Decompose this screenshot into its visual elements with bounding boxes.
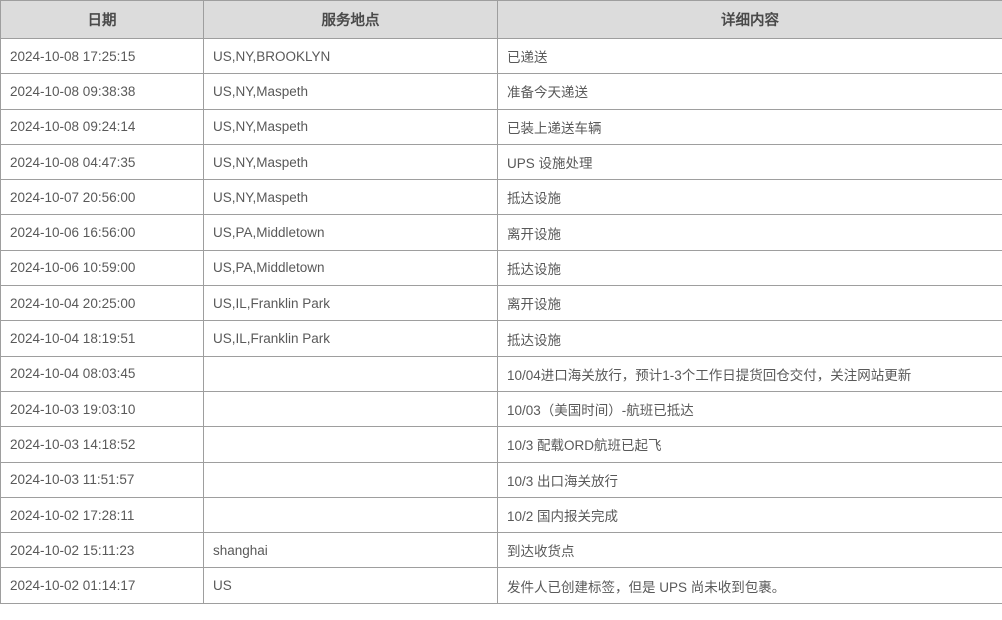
table-row: 2024-10-03 19:03:10 10/03（美国时间）-航班已抵达 [0, 390, 1002, 428]
cell-detail: 到达收货点 [497, 532, 1002, 569]
cell-location: US,PA,Middletown [203, 214, 498, 251]
tracking-table-body: 2024-10-08 17:25:15 US,NY,BROOKLYN 已递送 2024… [0, 37, 1002, 604]
cell-location [203, 496, 498, 534]
cell-detail: 10/03（美国时间）-航班已抵达 [497, 390, 1002, 428]
cell-detail: 10/3 配载ORD航班已起飞 [497, 426, 1002, 463]
cell-location: shanghai [203, 532, 498, 569]
cell-location: US,NY,BROOKLYN [203, 37, 498, 75]
cell-date: 2024-10-08 17:25:15 [0, 37, 204, 75]
cell-date: 2024-10-08 09:24:14 [0, 108, 204, 145]
table-row: 2024-10-08 17:25:15 US,NY,BROOKLYN 已递送 [0, 37, 1002, 75]
column-header-detail: 详细内容 [497, 0, 1002, 39]
cell-detail: 发件人已创建标签，但是 UPS 尚未收到包裹。 [497, 567, 1002, 604]
cell-detail: 10/04进口海关放行，预计1-3个工作日提货回仓交付，关注网站更新 [497, 355, 1002, 392]
cell-detail: 10/2 国内报关完成 [497, 496, 1002, 534]
cell-date: 2024-10-02 15:11:23 [0, 532, 204, 569]
column-header-date: 日期 [0, 0, 204, 39]
table-row: 2024-10-02 15:11:23 shanghai 到达收货点 [0, 532, 1002, 569]
cell-date: 2024-10-04 08:03:45 [0, 355, 204, 392]
cell-detail: 准备今天递送 [497, 73, 1002, 110]
cell-location: US,IL,Franklin Park [203, 285, 498, 322]
cell-detail: 已递送 [497, 37, 1002, 75]
cell-detail: 10/3 出口海关放行 [497, 461, 1002, 498]
cell-location: US [203, 567, 498, 604]
cell-location [203, 355, 498, 392]
cell-location [203, 390, 498, 428]
table-row: 2024-10-07 20:56:00 US,NY,Maspeth 抵达设施 [0, 179, 1002, 216]
cell-date: 2024-10-03 11:51:57 [0, 461, 204, 498]
cell-date: 2024-10-03 19:03:10 [0, 390, 204, 428]
table-row: 2024-10-04 20:25:00 US,IL,Franklin Park 离开… [0, 285, 1002, 322]
cell-location: US,NY,Maspeth [203, 143, 498, 181]
table-row: 2024-10-08 04:47:35 US,NY,Maspeth UPS 设施处理 [0, 143, 1002, 181]
cell-date: 2024-10-08 09:38:38 [0, 73, 204, 110]
cell-detail: 离开设施 [497, 214, 1002, 251]
table-row: 2024-10-06 16:56:00 US,PA,Middletown 离开设施 [0, 214, 1002, 251]
cell-location: US,IL,Franklin Park [203, 320, 498, 357]
cell-date: 2024-10-02 17:28:11 [0, 496, 204, 534]
cell-location: US,NY,Maspeth [203, 108, 498, 145]
cell-detail: 抵达设施 [497, 320, 1002, 357]
cell-location: US,NY,Maspeth [203, 73, 498, 110]
cell-date: 2024-10-02 01:14:17 [0, 567, 204, 604]
cell-location: US,PA,Middletown [203, 249, 498, 287]
cell-location [203, 426, 498, 463]
cell-detail: 已装上递送车辆 [497, 108, 1002, 145]
cell-detail: 离开设施 [497, 285, 1002, 322]
cell-detail: 抵达设施 [497, 179, 1002, 216]
cell-detail: 抵达设施 [497, 249, 1002, 287]
table-row: 2024-10-08 09:38:38 US,NY,Maspeth 准备今天递送 [0, 73, 1002, 110]
table-header-row: 日期 服务地点 详细内容 [0, 0, 1002, 39]
cell-date: 2024-10-06 10:59:00 [0, 249, 204, 287]
table-row: 2024-10-03 14:18:52 10/3 配载ORD航班已起飞 [0, 426, 1002, 463]
cell-date: 2024-10-08 04:47:35 [0, 143, 204, 181]
table-row: 2024-10-06 10:59:00 US,PA,Middletown 抵达设施 [0, 249, 1002, 287]
cell-detail: UPS 设施处理 [497, 143, 1002, 181]
cell-location: US,NY,Maspeth [203, 179, 498, 216]
table-row: 2024-10-08 09:24:14 US,NY,Maspeth 已装上递送车辆 [0, 108, 1002, 145]
table-row: 2024-10-03 11:51:57 10/3 出口海关放行 [0, 461, 1002, 498]
table-row: 2024-10-02 01:14:17 US 发件人已创建标签，但是 UPS 尚未收… [0, 567, 1002, 604]
cell-date: 2024-10-04 20:25:00 [0, 285, 204, 322]
table-row: 2024-10-02 17:28:11 10/2 国内报关完成 [0, 496, 1002, 534]
cell-date: 2024-10-03 14:18:52 [0, 426, 204, 463]
table-row: 2024-10-04 18:19:51 US,IL,Franklin Park 抵达… [0, 320, 1002, 357]
tracking-table: 日期 服务地点 详细内容 2024-10-08 17:25:15 US,NY,BR… [0, 0, 1002, 604]
column-header-location: 服务地点 [203, 0, 498, 39]
cell-date: 2024-10-04 18:19:51 [0, 320, 204, 357]
cell-location [203, 461, 498, 498]
table-row: 2024-10-04 08:03:45 10/04进口海关放行，预计1-3个工作日… [0, 355, 1002, 392]
cell-date: 2024-10-06 16:56:00 [0, 214, 204, 251]
cell-date: 2024-10-07 20:56:00 [0, 179, 204, 216]
